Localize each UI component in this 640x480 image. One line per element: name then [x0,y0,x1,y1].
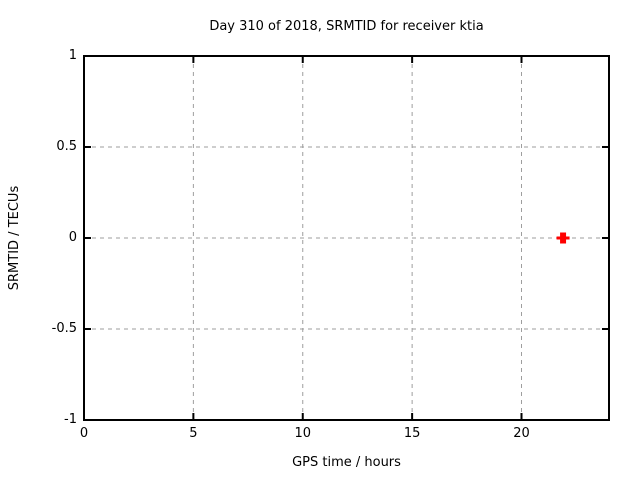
y-tick-label: 0 [68,230,77,245]
y-tick-label: 1 [68,48,77,63]
x-tick-label: 0 [79,426,89,441]
x-axis-label: GPS time / hours [292,455,401,470]
y-tick-label: 0.5 [56,139,77,154]
x-tick-label: 20 [513,426,530,441]
plot-border [83,55,610,421]
x-tick-label: 15 [403,426,421,441]
y-tick-label: -0.5 [51,321,77,336]
x-tick-label: 10 [294,426,312,441]
y-tick-label: -1 [64,412,77,427]
chart-title: Day 310 of 2018, SRMTID for receiver kti… [209,19,484,34]
x-tick-label: 5 [189,426,198,441]
